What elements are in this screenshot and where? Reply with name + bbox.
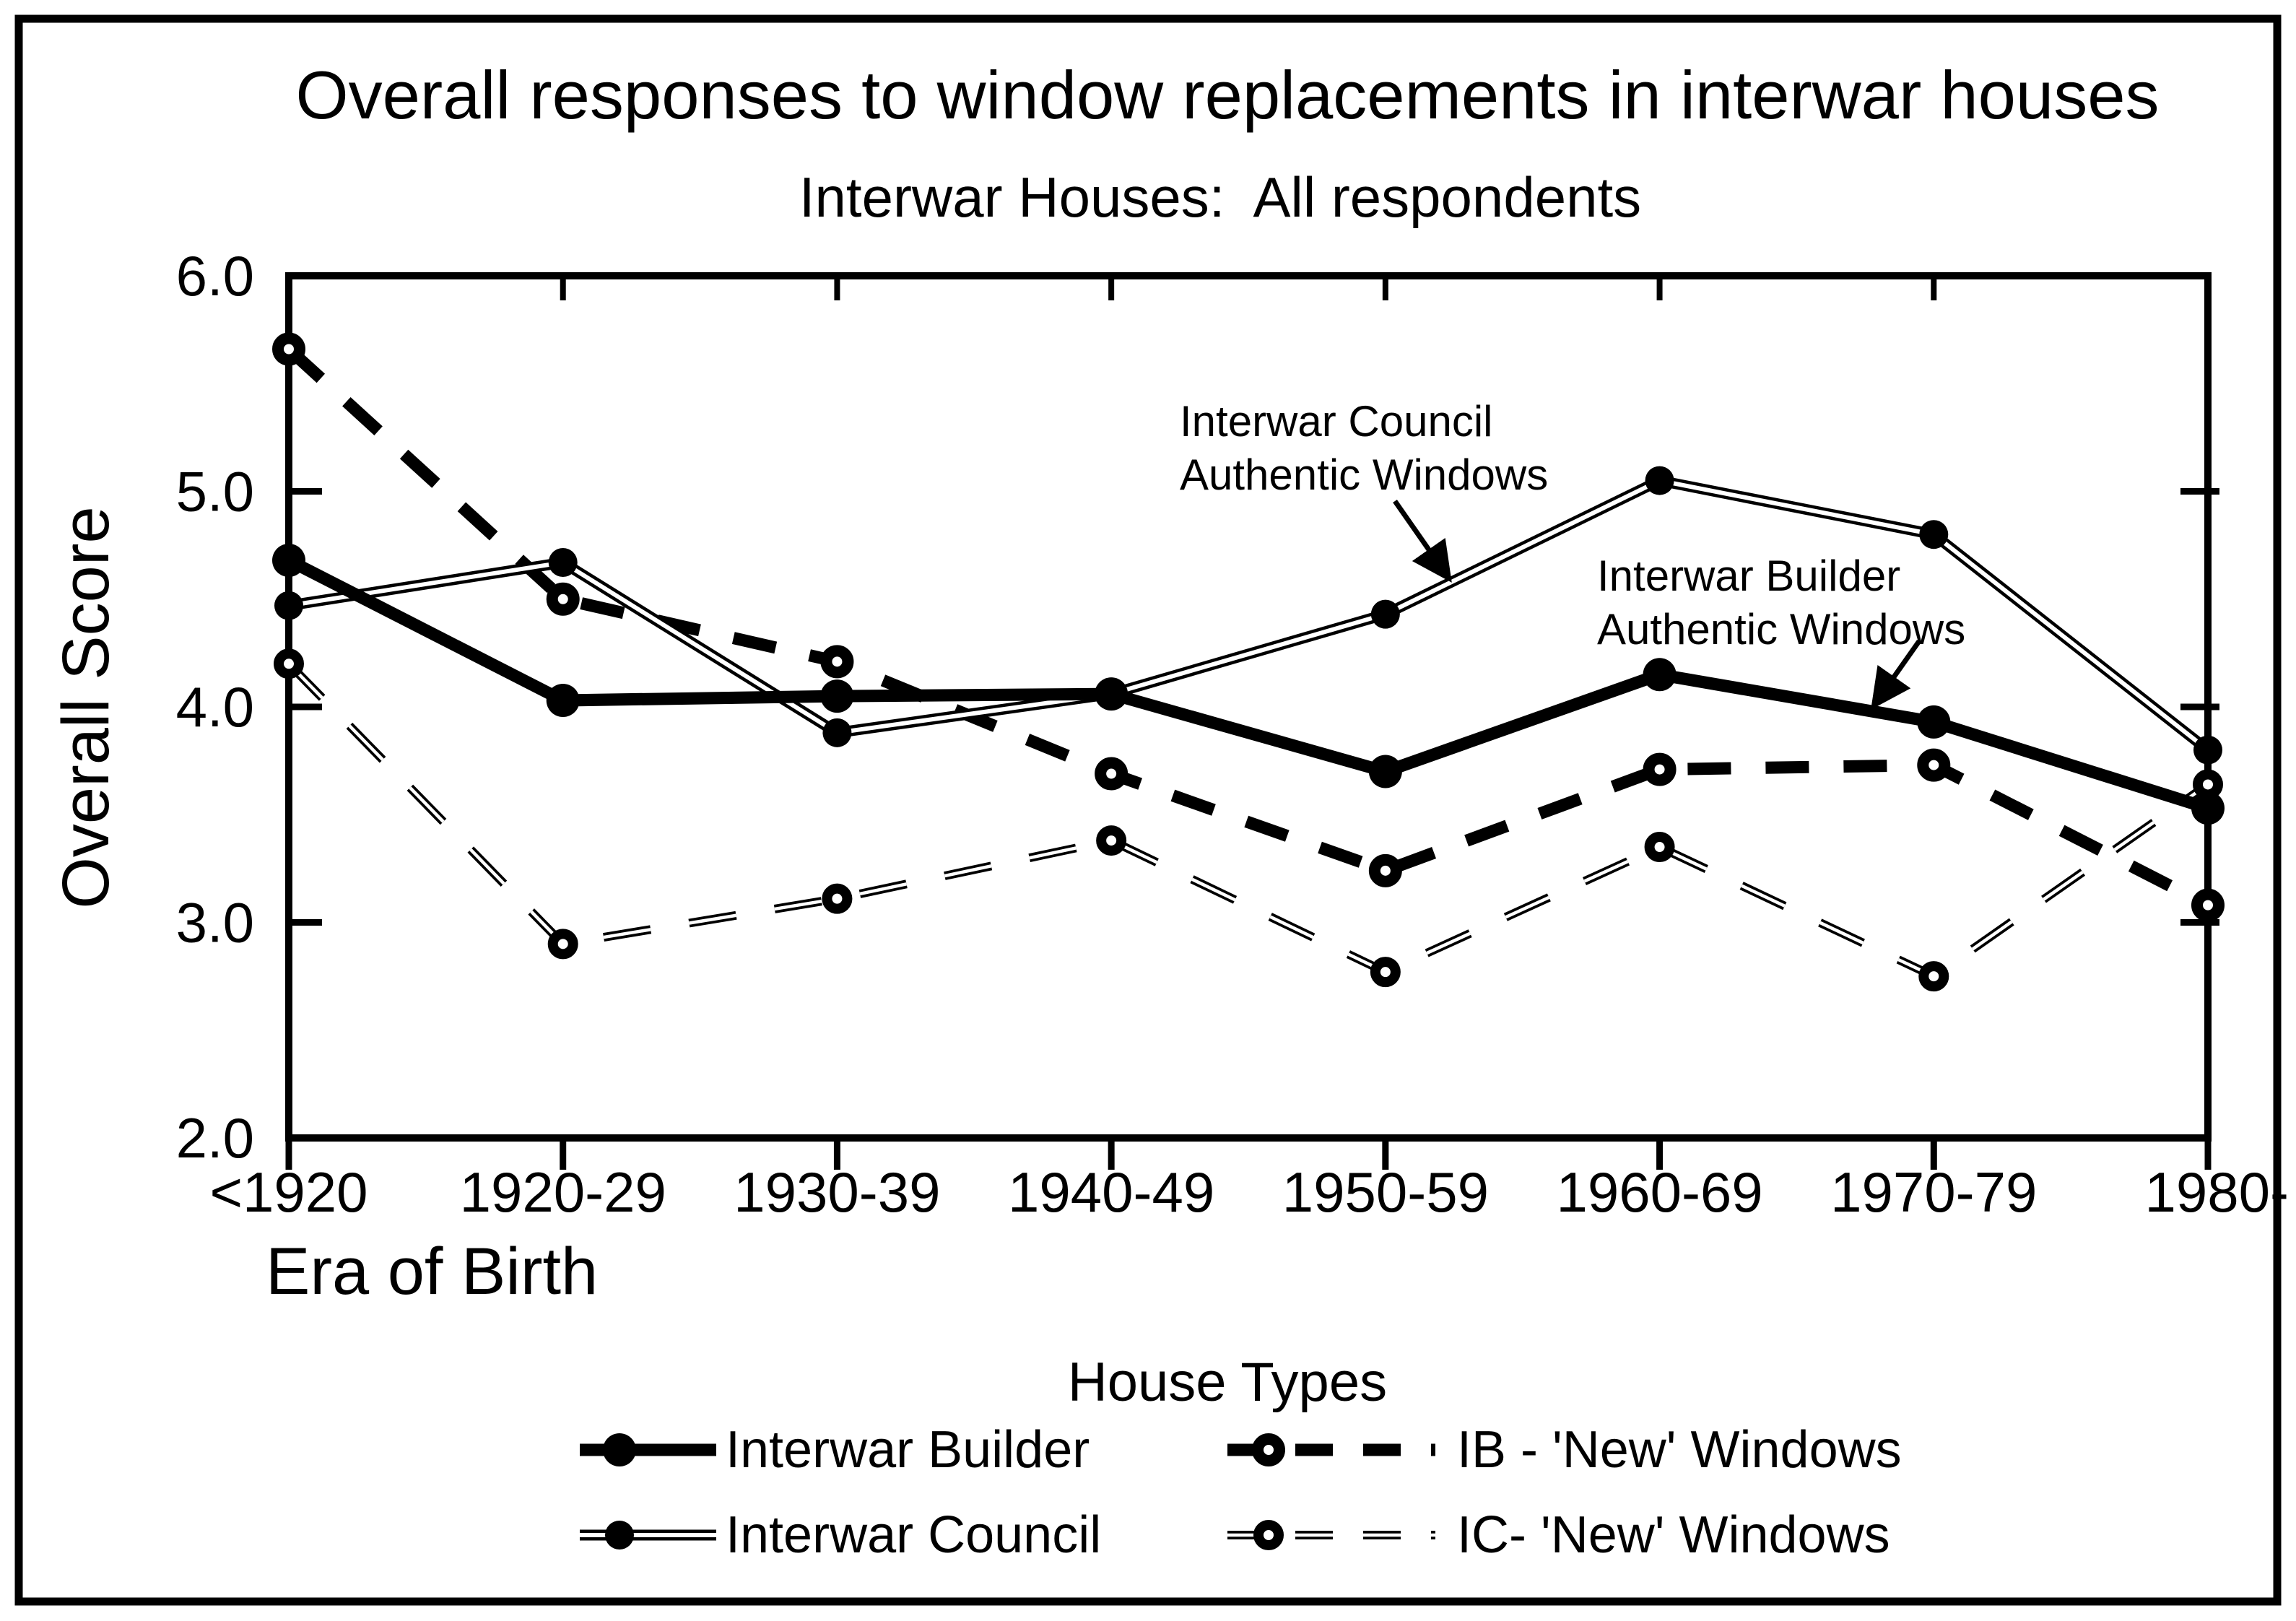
annotation-arrow-interwar-builder bbox=[1871, 639, 1921, 710]
data-point-ib-new-windows bbox=[1643, 752, 1677, 786]
legend: Interwar Builder IB - 'New' Windows Interw… bbox=[580, 1421, 1902, 1564]
annotation-text-interwar-council: Authentic Windows bbox=[1180, 451, 1548, 499]
x-axis-title: Era of Birth bbox=[266, 1235, 598, 1308]
y-tick-label: 4.0 bbox=[176, 675, 254, 739]
axes: 6.0 5.0 4.0 3.0 2.0<1920 1920-29 1930-39 1940-4… bbox=[176, 244, 2289, 1224]
data-point-ic-new-windows bbox=[1918, 961, 1949, 992]
chart-subtitle: Interwar Houses: All respondents bbox=[799, 165, 1641, 229]
y-tick-label: 2.0 bbox=[176, 1106, 254, 1170]
legend-swatch-marker-ic-new-windows bbox=[1253, 1520, 1284, 1550]
annotation-text-interwar-builder: Authentic Windows bbox=[1597, 605, 1965, 653]
data-point-ic-new-windows bbox=[1370, 957, 1401, 988]
data-point-ib-new-windows bbox=[1095, 757, 1129, 791]
page-border bbox=[14, 14, 2282, 1606]
annotation-arrow-interwar-council bbox=[1393, 499, 1452, 583]
data-point-interwar-builder bbox=[1368, 755, 1402, 788]
data-point-ic-new-windows bbox=[274, 648, 304, 679]
data-point-interwar-builder bbox=[820, 679, 854, 713]
legend-label-ib-new-windows: IB - 'New' Windows bbox=[1457, 1421, 1902, 1479]
data-point-interwar-builder bbox=[1643, 658, 1677, 692]
data-point-ic-new-windows bbox=[1096, 825, 1127, 856]
x-tick-label: 1980- bbox=[2145, 1160, 2290, 1224]
legend-swatch-marker-interwar-council bbox=[605, 1521, 634, 1550]
data-point-interwar-builder bbox=[272, 544, 305, 578]
data-point-interwar-builder bbox=[546, 684, 580, 718]
data-point-ic-new-windows bbox=[547, 929, 578, 960]
x-tick-label: 1960-69 bbox=[1556, 1160, 1762, 1224]
x-tick-label: 1940-49 bbox=[1008, 1160, 1214, 1224]
data-point-interwar-builder bbox=[1917, 705, 1951, 739]
data-point-ic-new-windows bbox=[822, 883, 853, 914]
data-point-interwar-builder bbox=[2191, 791, 2225, 825]
y-tick-label: 6.0 bbox=[176, 244, 254, 308]
data-point-ic-new-windows bbox=[2193, 769, 2223, 800]
series-line-interwar-builder bbox=[286, 555, 2210, 814]
data-point-interwar-council bbox=[548, 548, 578, 578]
legend-label-ic-new-windows: IC- 'New' Windows bbox=[1457, 1506, 1890, 1564]
annotation-text-interwar-council: Interwar Council bbox=[1180, 397, 1493, 446]
data-point-interwar-council bbox=[2193, 735, 2222, 765]
y-axis-title: Overall Score bbox=[49, 506, 123, 908]
data-point-interwar-council bbox=[274, 591, 303, 620]
data-point-ib-new-windows bbox=[546, 582, 580, 616]
x-tick-label: <1920 bbox=[209, 1160, 368, 1224]
legend-label-interwar-builder: Interwar Builder bbox=[726, 1421, 1090, 1479]
data-point-interwar-council bbox=[1645, 466, 1674, 495]
chart-title: Overall responses to window replacements… bbox=[295, 57, 2159, 133]
y-tick-label: 3.0 bbox=[176, 891, 254, 955]
legend-swatch-marker-ib-new-windows bbox=[1252, 1433, 1285, 1466]
series-lines bbox=[284, 344, 2212, 982]
series-line-interwar-council bbox=[288, 478, 2209, 752]
annotations: Interwar Council Authentic Windows Interwa… bbox=[1180, 397, 1965, 710]
x-tick-label: 1920-29 bbox=[460, 1160, 666, 1224]
series-markers bbox=[272, 332, 2225, 992]
data-point-ib-new-windows bbox=[2191, 888, 2225, 922]
data-point-ic-new-windows bbox=[1644, 832, 1675, 863]
y-tick-label: 5.0 bbox=[176, 460, 254, 523]
data-point-ib-new-windows bbox=[1917, 748, 1951, 782]
series-line-ic-new-windows bbox=[287, 662, 2209, 978]
data-point-ib-new-windows bbox=[272, 332, 305, 366]
series-line-ib-new-windows bbox=[284, 344, 2211, 911]
data-point-ib-new-windows bbox=[820, 645, 854, 679]
data-point-ib-new-windows bbox=[1368, 853, 1402, 887]
legend-title: House Types bbox=[1068, 1352, 1387, 1413]
data-point-interwar-council bbox=[822, 718, 852, 747]
x-tick-label: 1970-79 bbox=[1830, 1160, 2037, 1224]
x-tick-label: 1930-39 bbox=[734, 1160, 940, 1224]
x-tick-label: 1950-59 bbox=[1282, 1160, 1489, 1224]
annotation-text-interwar-builder: Interwar Builder bbox=[1597, 552, 1900, 600]
data-point-interwar-builder bbox=[1095, 677, 1129, 711]
legend-label-interwar-council: Interwar Council bbox=[726, 1506, 1101, 1564]
data-point-interwar-council bbox=[1919, 520, 1949, 549]
data-point-interwar-council bbox=[1370, 599, 1400, 629]
legend-swatch-marker-interwar-builder bbox=[603, 1433, 636, 1466]
